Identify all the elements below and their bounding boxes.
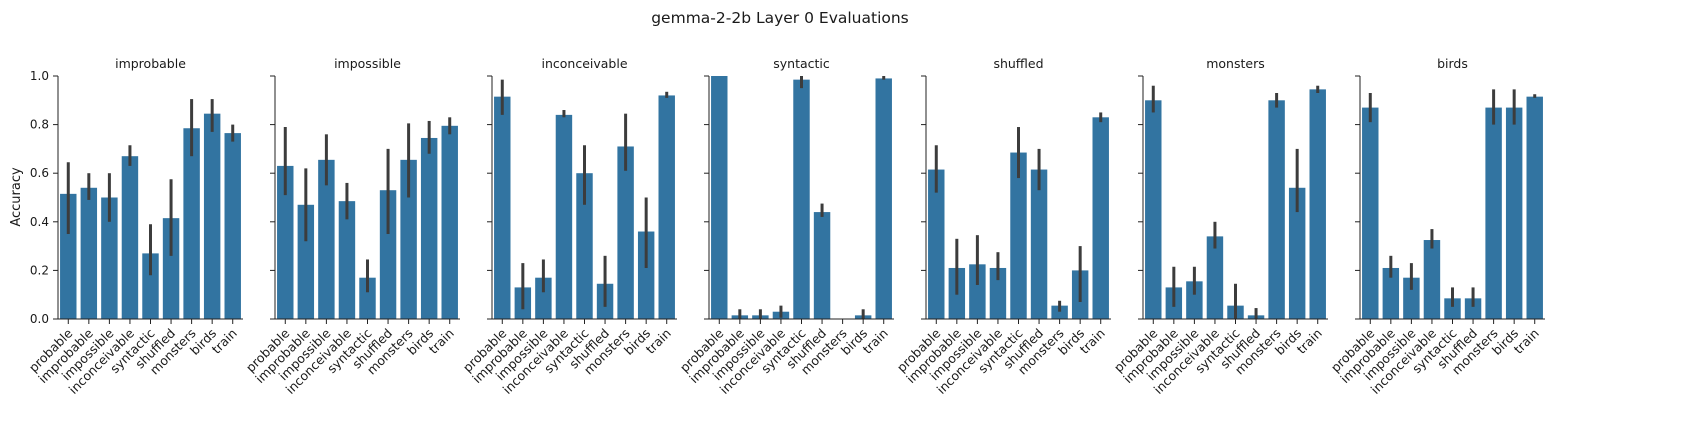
bar-birds xyxy=(1505,107,1523,319)
panel-6: birdsprobableimprobableimpossibleinconce… xyxy=(1328,56,1545,397)
bar-impossible xyxy=(1403,277,1420,319)
bar-inconceivable xyxy=(555,114,573,319)
bar-birds xyxy=(420,137,438,319)
bar-impossible xyxy=(535,277,552,319)
bar-improbable xyxy=(80,187,98,319)
y-tick-label: 0.4 xyxy=(30,215,49,229)
y-axis-label: Accuracy xyxy=(9,167,24,227)
bar-probable xyxy=(494,96,511,319)
bar-monsters xyxy=(400,159,417,319)
bar-probable xyxy=(711,76,728,319)
panel-4: shuffledprobableimprobableimpossibleinco… xyxy=(894,56,1111,397)
bar-impossible xyxy=(101,197,118,319)
panels: improbable0.00.20.40.60.81.0probableimpr… xyxy=(26,56,1545,397)
bar-impossible xyxy=(318,159,335,319)
bar-monsters xyxy=(1268,100,1285,319)
bar-inconceivable xyxy=(1206,236,1224,319)
panel-title: impossible xyxy=(334,56,401,71)
bar-train xyxy=(1092,117,1109,319)
bar-birds xyxy=(1288,187,1306,319)
panel-title: syntactic xyxy=(773,56,830,71)
bar-train xyxy=(658,95,675,319)
bar-monsters xyxy=(183,128,200,319)
bar-inconceivable xyxy=(1423,240,1441,319)
bar-syntactic xyxy=(1010,152,1027,319)
bar-shuffled xyxy=(162,218,180,319)
panel-5: monstersprobableimprobableimpossibleinco… xyxy=(1111,56,1328,397)
bar-monsters xyxy=(1485,107,1502,319)
bar-train xyxy=(1309,89,1326,320)
bar-shuffled xyxy=(813,212,831,319)
panel-3: syntacticprobableimprobableimpossibleinc… xyxy=(677,56,894,397)
bar-shuffled xyxy=(1030,169,1048,319)
panel-2: inconceivableprobableimprobableimpossibl… xyxy=(460,56,677,397)
y-tick-label: 0.8 xyxy=(30,118,49,132)
y-tick-label: 0.0 xyxy=(30,312,49,326)
bar-impossible xyxy=(969,264,986,319)
bar-probable xyxy=(1145,100,1162,319)
bar-syntactic xyxy=(793,79,810,320)
bar-shuffled xyxy=(1464,298,1482,319)
bar-train xyxy=(224,133,241,319)
bar-inconceivable xyxy=(338,201,356,319)
y-tick-label: 1.0 xyxy=(30,69,49,83)
bar-probable xyxy=(277,165,294,319)
bar-probable xyxy=(1362,107,1379,319)
bar-monsters xyxy=(617,146,634,319)
panel-title: inconceivable xyxy=(541,56,627,71)
bar-probable xyxy=(60,193,77,319)
bar-inconceivable xyxy=(121,156,139,319)
bar-syntactic xyxy=(576,173,593,319)
bar-probable xyxy=(928,169,945,319)
bar-syntactic xyxy=(142,253,159,319)
bar-train xyxy=(441,125,458,319)
panel-title: birds xyxy=(1437,56,1468,71)
bar-inconceivable xyxy=(989,267,1007,319)
bar-train xyxy=(1526,96,1543,319)
panel-title: improbable xyxy=(115,56,186,71)
panel-title: shuffled xyxy=(993,56,1043,71)
panel-title: monsters xyxy=(1206,56,1265,71)
bar-improbable xyxy=(297,204,315,319)
bar-birds xyxy=(637,231,655,319)
y-tick-label: 0.2 xyxy=(30,263,49,277)
figure-title: gemma-2-2b Layer 0 Evaluations xyxy=(651,9,909,27)
bar-birds xyxy=(203,113,221,319)
panel-0: improbable0.00.20.40.60.81.0probableimpr… xyxy=(26,56,243,397)
bar-improbable xyxy=(1382,267,1400,319)
bar-syntactic xyxy=(1444,298,1461,319)
y-tick-label: 0.6 xyxy=(30,166,49,180)
bar-shuffled xyxy=(379,190,397,319)
bar-monsters xyxy=(1051,305,1068,319)
bar-syntactic xyxy=(359,277,376,319)
panel-1: impossibleprobableimprobableimpossiblein… xyxy=(243,56,460,397)
bar-train xyxy=(875,78,892,320)
bar-impossible xyxy=(1186,281,1203,319)
